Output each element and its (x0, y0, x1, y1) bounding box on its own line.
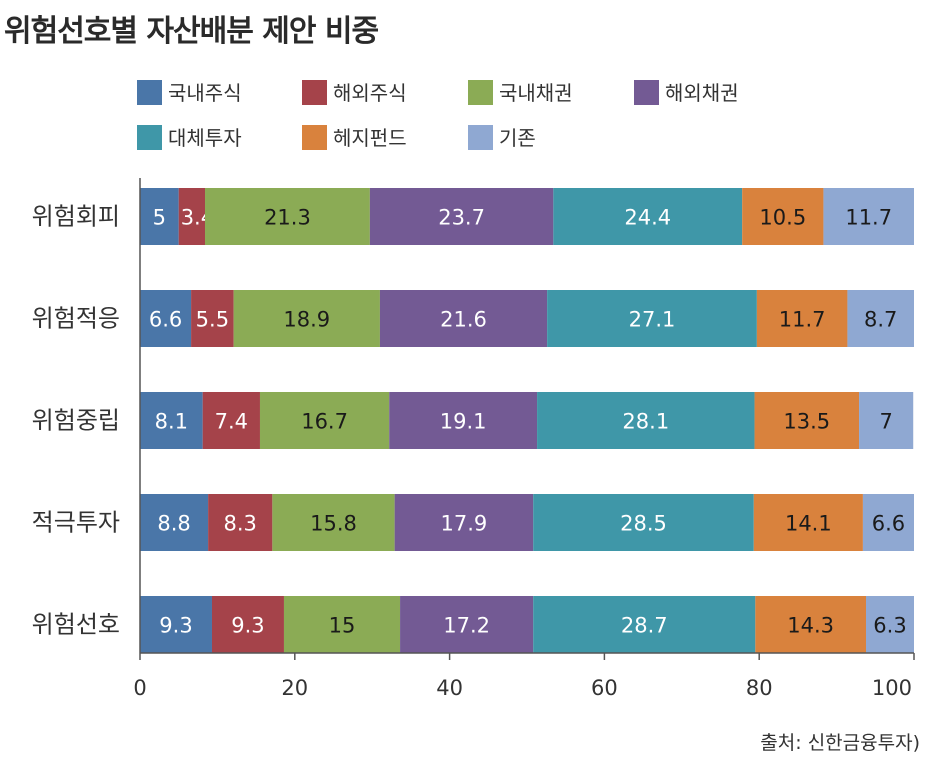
data-label: 14.3 (787, 614, 834, 638)
bar-segment (208, 494, 273, 551)
bar-segment (389, 392, 538, 449)
bar-segment (140, 596, 212, 653)
bar-segment (742, 188, 824, 245)
legend-swatch (302, 125, 327, 150)
data-label: 23.7 (438, 206, 485, 230)
category-label: 위험중립 (32, 407, 120, 435)
bar-segment (191, 290, 234, 347)
data-label: 28.7 (621, 614, 668, 638)
legend-swatch (302, 80, 327, 105)
bar-segment (862, 494, 914, 551)
data-label: 13.5 (783, 410, 830, 434)
bar-segment (140, 494, 209, 551)
data-label: 24.4 (624, 206, 671, 230)
legend-swatch (468, 125, 493, 150)
data-label: 7 (879, 410, 892, 434)
data-label: 28.1 (622, 410, 669, 434)
bar-segment (233, 290, 380, 347)
x-tick-label: 60 (591, 676, 618, 700)
data-label: 8.8 (157, 512, 190, 536)
legend-label: 해외주식 (333, 81, 407, 105)
category-label: 위험회피 (32, 203, 120, 231)
bar-segment (753, 494, 863, 551)
bar-segment (140, 290, 192, 347)
data-label: 10.5 (759, 206, 806, 230)
legend-label: 국내주식 (168, 81, 242, 105)
x-tick-label: 20 (281, 676, 308, 700)
bar-segment (272, 494, 395, 551)
data-label: 18.9 (283, 308, 330, 332)
data-label: 6.6 (872, 512, 905, 536)
data-label: 5 (153, 206, 166, 230)
bar-segment (553, 188, 743, 245)
data-label: 9.3 (159, 614, 192, 638)
bar-segment (283, 596, 401, 653)
legend-label: 기존 (499, 126, 536, 150)
data-label: 6.3 (873, 614, 906, 638)
legend-swatch (634, 80, 659, 105)
x-tick-label: 100 (872, 676, 912, 700)
bar-segment (755, 596, 867, 653)
legend-label: 헤지펀드 (333, 126, 407, 150)
legend-label: 해외채권 (665, 81, 739, 105)
data-label: 9.3 (231, 614, 264, 638)
bar-segment (547, 290, 757, 347)
legend-swatch (468, 80, 493, 105)
data-label: 27.1 (629, 308, 676, 332)
bar-segment (859, 392, 914, 449)
bar-segment (259, 392, 390, 449)
x-tick-label: 80 (746, 676, 773, 700)
bar-segment (533, 494, 754, 551)
data-label: 8.3 (224, 512, 257, 536)
bar-segment (400, 596, 534, 653)
data-label: 17.9 (441, 512, 488, 536)
data-label: 28.5 (620, 512, 667, 536)
data-label: 5.5 (196, 308, 229, 332)
bar-segment (140, 392, 203, 449)
data-label: 15 (329, 614, 356, 638)
data-label: 19.1 (440, 410, 487, 434)
x-tick-label: 40 (436, 676, 463, 700)
bar-segment (211, 596, 284, 653)
data-label: 7.4 (215, 410, 248, 434)
bar-segment (537, 392, 755, 449)
data-label: 21.3 (264, 206, 311, 230)
bar-segment (847, 290, 914, 347)
data-label: 11.7 (845, 206, 892, 230)
bar-segment (823, 188, 914, 245)
data-label: 17.2 (443, 614, 490, 638)
bar-segment (394, 494, 534, 551)
legend-swatch (137, 125, 162, 150)
category-label: 적극투자 (32, 509, 120, 537)
bar-segment (866, 596, 914, 653)
data-label: 6.6 (149, 308, 182, 332)
legend-label: 대체투자 (168, 126, 242, 150)
data-label: 15.8 (310, 512, 357, 536)
chart-source: 출처: 신한금융투자) (760, 732, 920, 754)
category-label: 위험선호 (32, 611, 120, 639)
bar-segment (202, 392, 260, 449)
legend-swatch (137, 80, 162, 105)
data-label: 21.6 (440, 308, 487, 332)
data-label: 16.7 (301, 410, 348, 434)
data-label: 8.1 (155, 410, 188, 434)
category-label: 위험적응 (32, 305, 120, 333)
x-tick-label: 0 (133, 676, 146, 700)
legend-label: 국내채권 (499, 81, 573, 105)
bar-segment (533, 596, 756, 653)
bar-segment (205, 188, 370, 245)
bar-segment (140, 188, 179, 245)
data-label: 14.1 (785, 512, 832, 536)
bar-segment (178, 188, 206, 245)
bar-segment (756, 290, 848, 347)
bar-segment (754, 392, 860, 449)
chart-title: 위험선호별 자산배분 제안 비중 (4, 14, 379, 49)
bar-segment (379, 290, 548, 347)
data-label: 8.7 (864, 308, 897, 332)
bar-segment (369, 188, 554, 245)
data-label: 11.7 (779, 308, 826, 332)
